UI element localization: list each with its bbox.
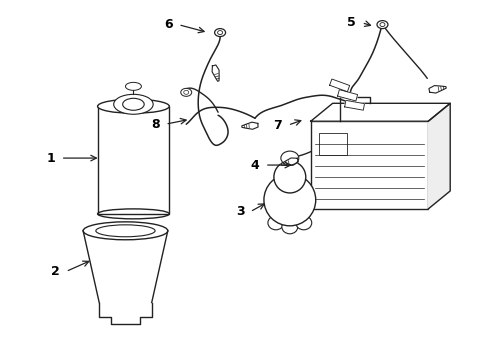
Text: 7: 7 <box>273 119 282 132</box>
Ellipse shape <box>377 21 388 28</box>
Text: 3: 3 <box>236 205 245 219</box>
Polygon shape <box>338 90 358 101</box>
Polygon shape <box>330 79 350 92</box>
Polygon shape <box>311 103 450 121</box>
Ellipse shape <box>96 225 155 237</box>
Ellipse shape <box>181 88 192 96</box>
Bar <box>311 121 428 209</box>
Bar <box>98 106 169 214</box>
Bar <box>318 133 346 155</box>
Polygon shape <box>281 158 298 165</box>
Ellipse shape <box>268 216 284 230</box>
Text: 4: 4 <box>250 158 259 172</box>
Ellipse shape <box>296 216 312 230</box>
Polygon shape <box>429 86 446 93</box>
Ellipse shape <box>282 220 298 234</box>
Polygon shape <box>242 122 258 129</box>
Ellipse shape <box>274 161 306 193</box>
Polygon shape <box>212 65 219 81</box>
Ellipse shape <box>215 28 225 37</box>
Text: 2: 2 <box>51 265 60 278</box>
Ellipse shape <box>114 94 153 114</box>
Text: 5: 5 <box>347 16 356 29</box>
Ellipse shape <box>125 82 142 90</box>
Polygon shape <box>344 100 365 110</box>
Text: 6: 6 <box>164 18 172 31</box>
Ellipse shape <box>264 174 316 226</box>
Text: 1: 1 <box>47 152 55 165</box>
Polygon shape <box>428 103 450 209</box>
Ellipse shape <box>281 151 299 165</box>
Ellipse shape <box>83 222 168 240</box>
Ellipse shape <box>98 99 169 113</box>
Ellipse shape <box>122 98 144 110</box>
Text: 8: 8 <box>151 118 160 131</box>
